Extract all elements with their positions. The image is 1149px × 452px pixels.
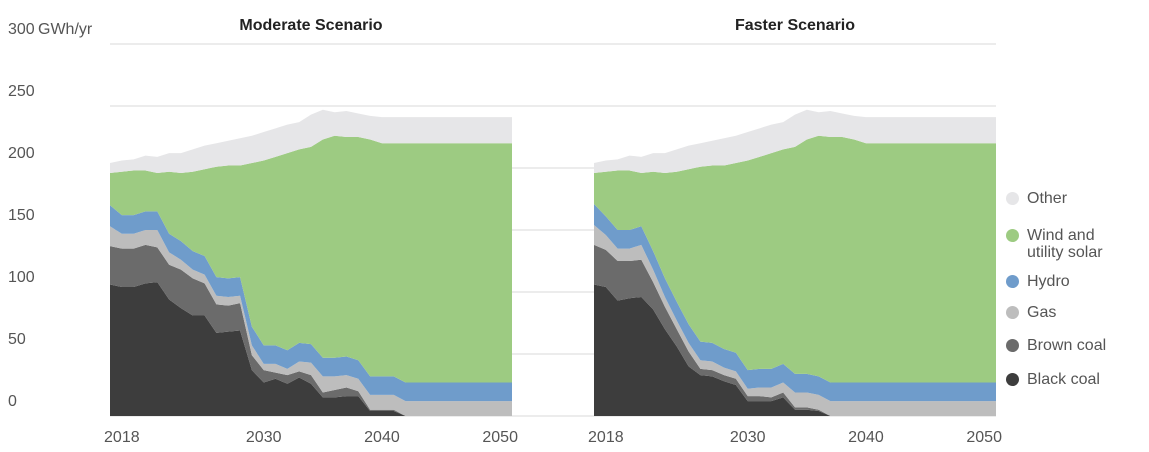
legend-swatch <box>1006 229 1019 242</box>
legend-item: Wind and utility solar <box>1006 227 1146 261</box>
x-tick-label: 2050 <box>966 429 1002 446</box>
area <box>594 225 996 416</box>
x-tick-label: 2050 <box>482 429 518 446</box>
x-tick-label: 2030 <box>730 429 766 446</box>
legend-swatch <box>1006 373 1019 386</box>
legend-swatch <box>1006 306 1019 319</box>
x-tick-label: 2018 <box>104 429 140 446</box>
x-tick-label: 2018 <box>588 429 624 446</box>
area <box>110 244 512 416</box>
x-tick-label: 2030 <box>246 429 282 446</box>
legend-label: Hydro <box>1027 273 1070 290</box>
chart-title: Moderate Scenario <box>239 17 382 34</box>
legend-item: Hydro <box>1006 273 1146 290</box>
area <box>110 109 512 173</box>
legend-item: Other <box>1006 190 1146 207</box>
area <box>594 203 996 402</box>
legend-label: Black coal <box>1027 371 1100 388</box>
area <box>594 109 996 173</box>
x-tick-label: 2040 <box>364 429 400 446</box>
y-tick-label: 200 <box>8 145 35 162</box>
area <box>594 284 996 416</box>
y-tick-label: 150 <box>8 207 35 224</box>
area <box>110 205 512 402</box>
area <box>110 282 512 416</box>
chart-title: Faster Scenario <box>735 17 855 34</box>
x-tick-label: 2040 <box>848 429 884 446</box>
area <box>594 244 996 416</box>
legend-item: Gas <box>1006 304 1146 321</box>
legend: Other Wind and utility solar Hydro Gas Brown… <box>1006 190 1146 388</box>
y-tick-label: 50 <box>8 331 26 348</box>
y-axis-label: GWh/yr <box>38 21 93 38</box>
legend-label: Wind and utility solar <box>1027 227 1103 261</box>
area <box>594 135 996 383</box>
legend-swatch <box>1006 192 1019 205</box>
y-tick-label: 0 <box>8 393 17 410</box>
area <box>110 226 512 416</box>
legend-swatch <box>1006 275 1019 288</box>
legend-label: Brown coal <box>1027 337 1107 354</box>
y-tick-label: 100 <box>8 269 35 286</box>
legend-item: Brown coal <box>1006 337 1146 354</box>
legend-item: Black coal <box>1006 371 1146 388</box>
y-tick-label: 250 <box>8 83 35 100</box>
legend-label: Gas <box>1027 304 1057 321</box>
legend-label: Other <box>1027 190 1068 207</box>
area <box>110 135 512 383</box>
legend-swatch <box>1006 339 1019 352</box>
y-tick-label: 300 <box>8 21 35 38</box>
